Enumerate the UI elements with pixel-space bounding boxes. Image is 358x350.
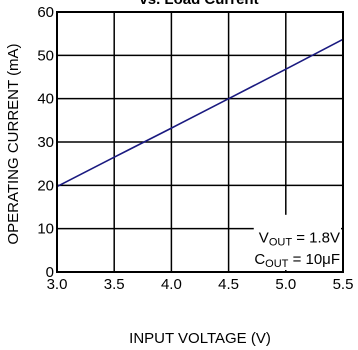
annotation-cout-value: = 10μF <box>288 251 340 268</box>
y-tick-label: 30 <box>37 134 54 151</box>
series-layer <box>56 38 344 188</box>
plot-border <box>56 11 344 273</box>
annotation-box <box>253 214 341 270</box>
x-tick-label: 3.0 <box>47 276 68 293</box>
plot-frame <box>56 11 344 273</box>
y-tick-label: 20 <box>37 177 54 194</box>
y-tick-label: 50 <box>37 47 54 64</box>
x-tick-label: 5.0 <box>275 276 296 293</box>
y-tick-label: 40 <box>37 91 54 108</box>
annotation-vout-value: = 1.8V <box>292 230 340 247</box>
y-axis-label: OPERATING CURRENT (mA) <box>5 43 22 244</box>
annotation-cout-sub: OUT <box>265 258 289 270</box>
x-axis-label: INPUT VOLTAGE (V) <box>129 330 271 347</box>
y-tick-label: 60 <box>37 4 54 21</box>
tick-labels: 3.0 3.5 4.0 4.5 5.0 5.5 0 10 20 30 40 50 60 <box>37 4 353 293</box>
annotation-vout-prefix: V <box>259 230 269 247</box>
x-tick-label: 5.5 <box>333 276 354 293</box>
annotation-cout-prefix: C <box>254 251 265 268</box>
series-line <box>56 38 344 188</box>
x-tick-label: 4.5 <box>218 276 239 293</box>
annotation-vout-sub: OUT <box>269 237 293 249</box>
y-tick-label: 10 <box>37 221 54 238</box>
chart-title: vs. Load Current <box>139 0 258 8</box>
y-tick-label: 0 <box>46 264 54 281</box>
x-tick-label: 3.5 <box>104 276 125 293</box>
x-tick-label: 4.0 <box>161 276 182 293</box>
grid <box>57 12 343 272</box>
annotation-cout: COUT = 10μF <box>254 251 340 270</box>
annotation-vout: VOUT = 1.8V <box>259 230 340 249</box>
